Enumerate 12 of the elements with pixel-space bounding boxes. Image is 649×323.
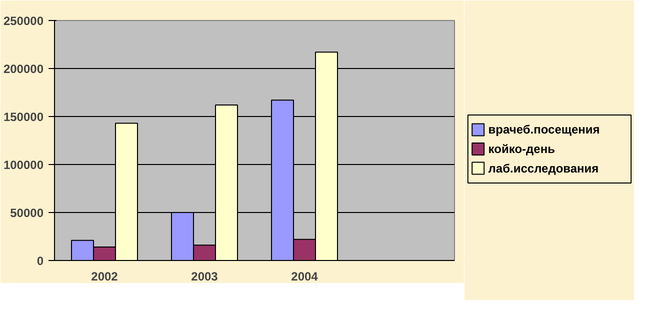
y-tick-label: 250000 [3,14,44,28]
y-tick-label: 0 [36,254,44,268]
y-tick-label: 50000 [10,206,44,220]
y-tick-label: 200000 [3,62,44,76]
x-tick-label: 2002 [91,270,118,284]
legend-label: лаб.исследования [488,161,599,176]
legend-label: койко-день [488,142,555,156]
x-tick-label: 2004 [291,270,318,284]
y-tick-label: 150000 [3,110,44,124]
legend-label: врачеб.посещения [488,122,600,137]
x-tick-label: 2003 [191,270,218,284]
y-tick-label: 100000 [3,158,44,172]
